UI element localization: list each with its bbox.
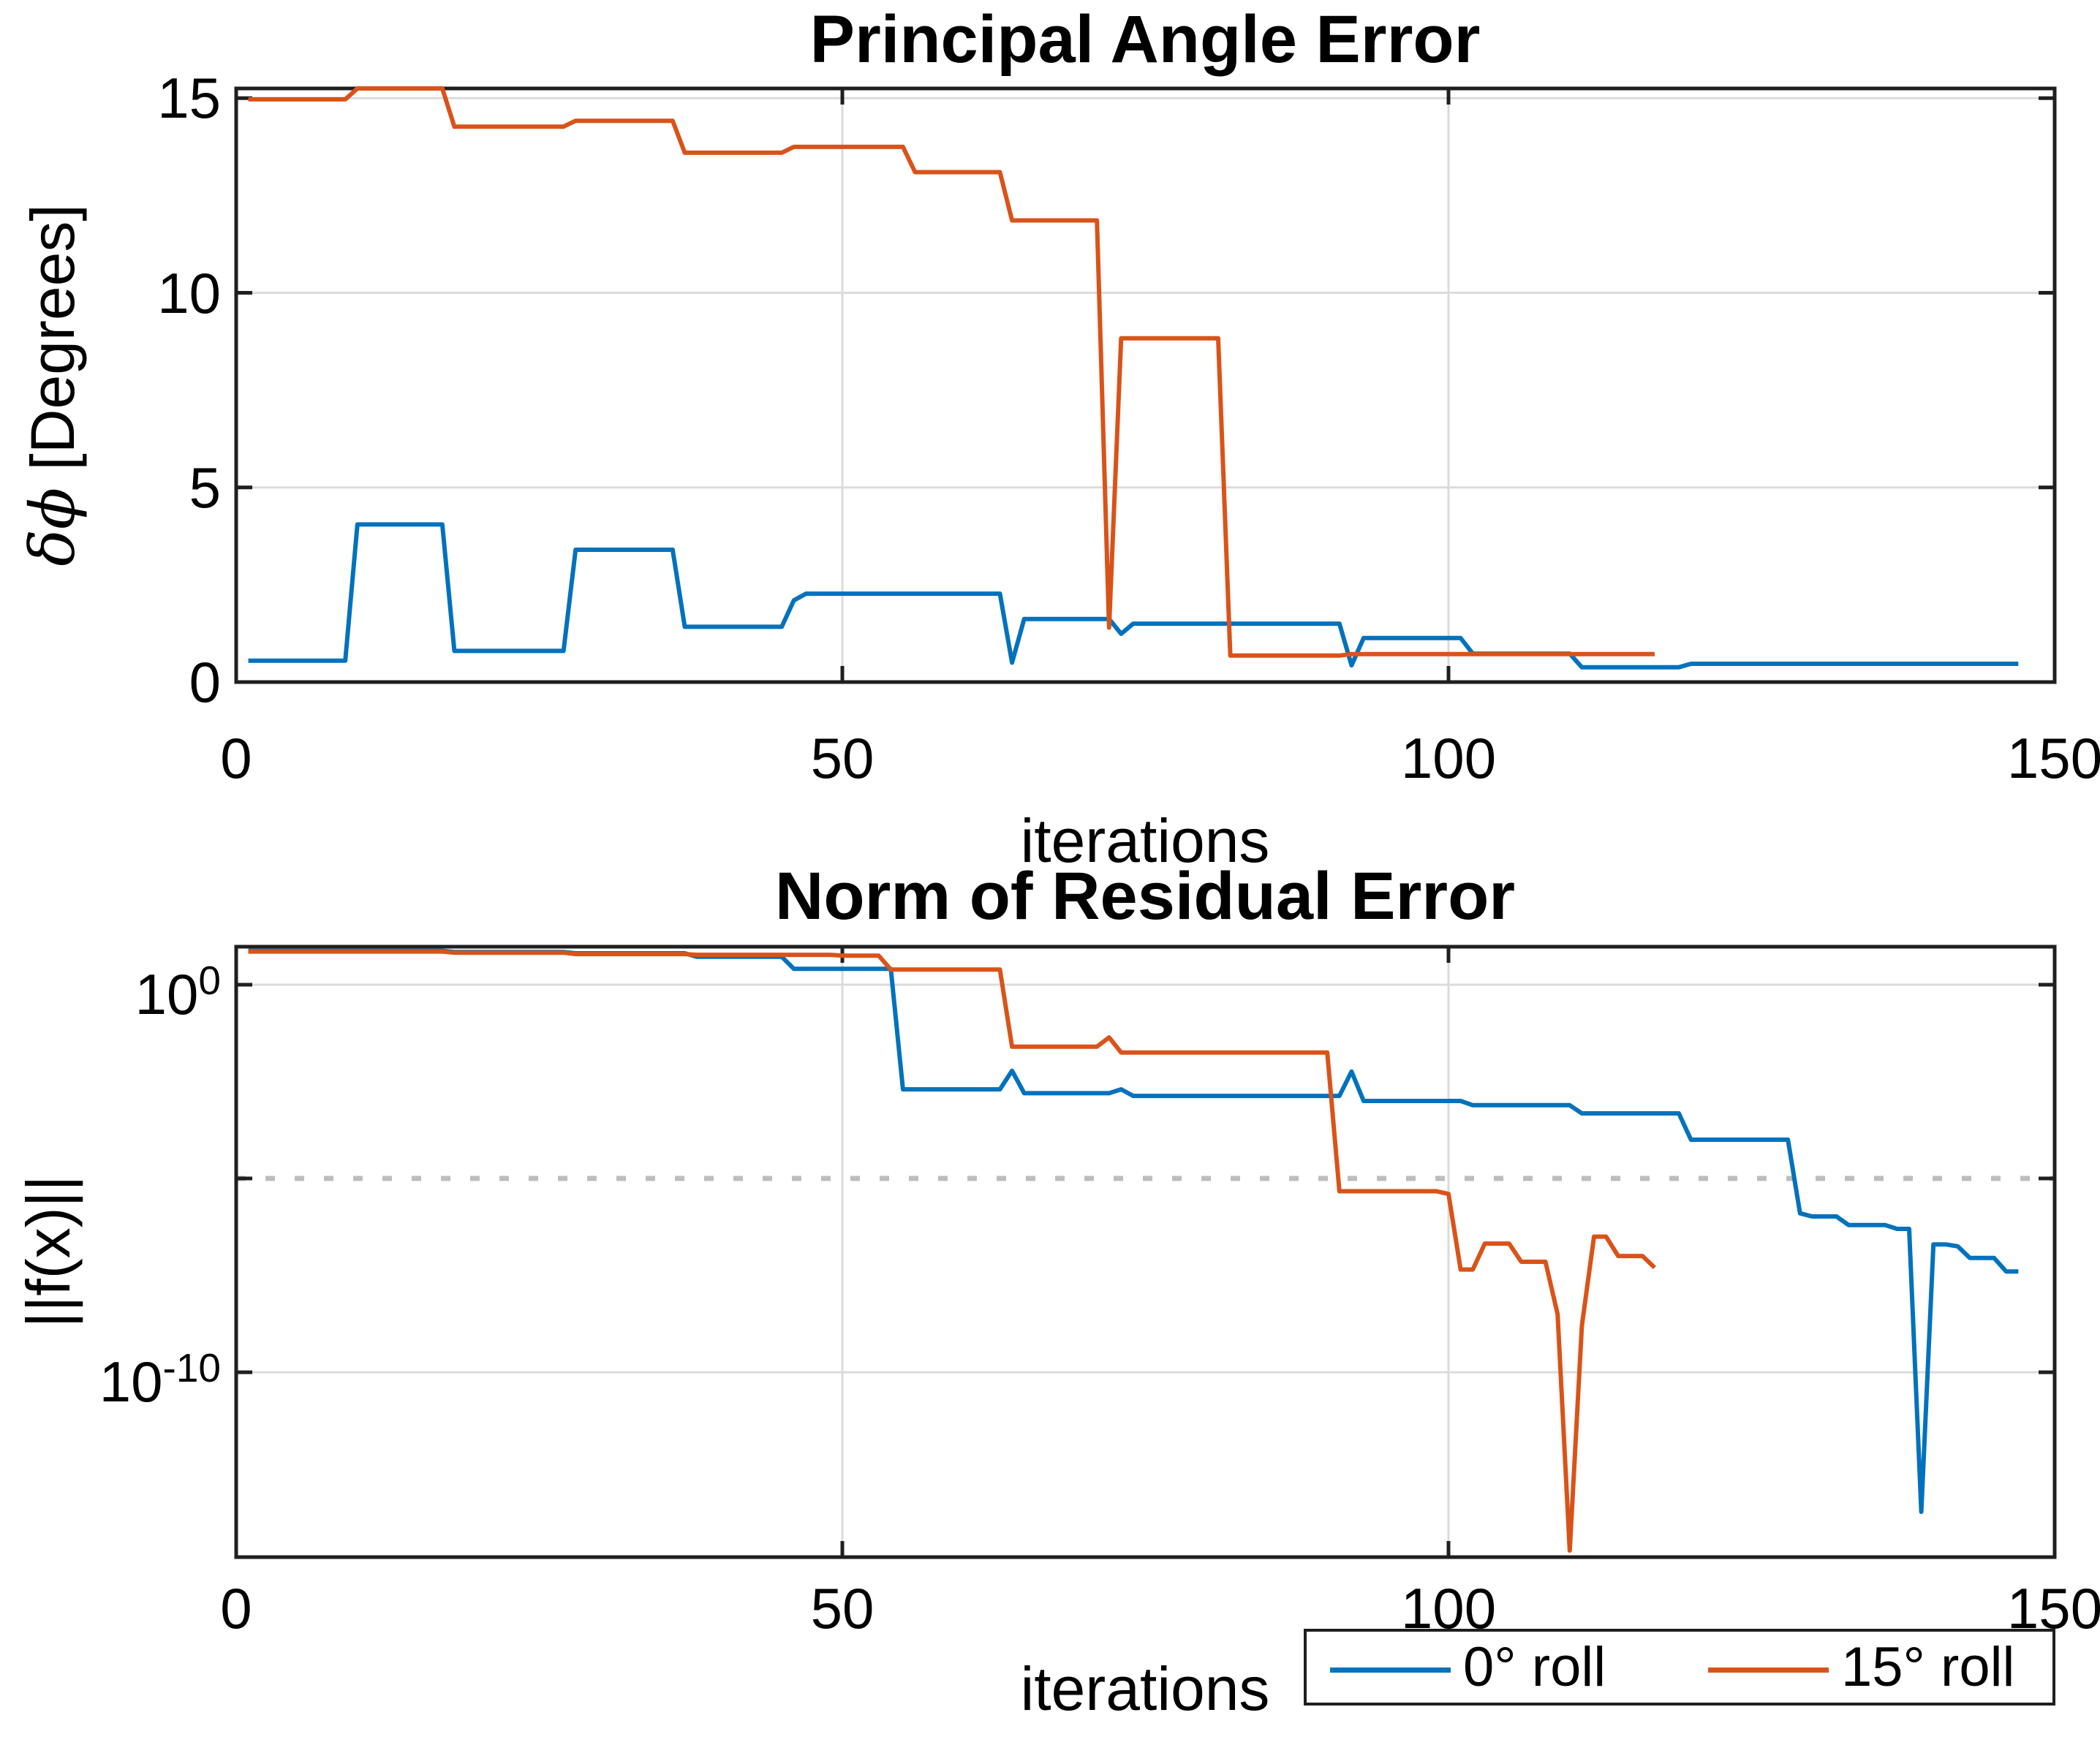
top-plot-axes-box [234,86,2057,684]
legend-label-15-roll: 15° roll [1841,1636,2015,1698]
ytick-exponent: 0 [198,958,221,1003]
top-x-tick-label: 150 [2006,726,2100,790]
legend-label-0-roll: 0° roll [1463,1636,1606,1698]
top-y-tick-label: 0 [189,650,221,714]
bottom-x-tick-label: 50 [810,1576,875,1640]
bottom-plot-axes-box [234,945,2057,1559]
ytick-base: 10 [135,962,199,1026]
bottom-plot-ytick-1e0: 100 [53,951,221,1023]
bottom-plot-series-0-roll [248,948,2019,1514]
top-plot-series-0-roll [248,522,2019,670]
top-x-tick-label: 50 [810,726,875,790]
bottom-plot-series-15-roll [248,949,1656,1553]
top-plot-xlabel: iterations [1020,806,1270,875]
bottom-x-tick-label: 100 [1400,1576,1497,1640]
legend-line-15-roll [1708,1668,1829,1673]
bottom-plot-ytick-1e-10: 10-10 [53,1339,221,1411]
bottom-plot-xlabel: iterations [1020,1654,1270,1723]
top-plot-ylabel-unit: [Degrees] [18,204,87,488]
top-plot-series-15-roll [248,86,1655,658]
top-x-tick-label: 100 [1400,726,1497,790]
top-x-tick-label: 0 [220,726,252,790]
ytick-exponent: -10 [162,1345,222,1390]
bottom-x-tick-label: 150 [2006,1576,2100,1640]
bottom-plot-ylabel: ||f(x)|| [14,1175,83,1328]
bottom-x-tick-label: 0 [220,1576,252,1640]
top-y-tick-label: 5 [189,455,221,520]
ytick-base: 10 [99,1350,163,1414]
top-y-tick-label: 10 [157,260,221,325]
legend-box: 0° roll 15° roll [1304,1629,2055,1706]
legend-line-0-roll [1330,1668,1451,1673]
top-y-tick-label: 15 [157,66,221,131]
top-plot-title: Principal Angle Error [809,2,1481,77]
bottom-plot-title: Norm of Residual Error [774,859,1516,934]
